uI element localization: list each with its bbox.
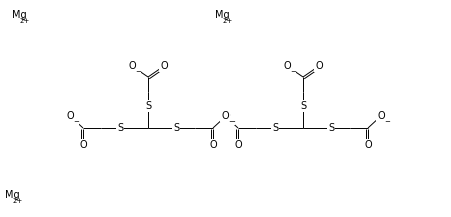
Text: Mg: Mg bbox=[12, 10, 27, 20]
Text: 2+: 2+ bbox=[12, 198, 23, 204]
Text: O: O bbox=[221, 111, 229, 121]
Text: O: O bbox=[79, 140, 87, 150]
Text: −: − bbox=[230, 119, 235, 125]
Text: −: − bbox=[385, 119, 391, 125]
Text: O: O bbox=[377, 111, 385, 121]
Text: −: − bbox=[290, 69, 296, 75]
Text: S: S bbox=[145, 101, 151, 111]
Text: O: O bbox=[128, 61, 136, 71]
Text: Mg: Mg bbox=[5, 190, 20, 200]
Text: S: S bbox=[272, 123, 278, 133]
Text: −: − bbox=[74, 119, 79, 125]
Text: 2+: 2+ bbox=[19, 18, 30, 24]
Text: S: S bbox=[117, 123, 123, 133]
Text: O: O bbox=[209, 140, 217, 150]
Text: O: O bbox=[315, 61, 323, 71]
Text: S: S bbox=[300, 101, 306, 111]
Text: S: S bbox=[328, 123, 334, 133]
Text: 2+: 2+ bbox=[222, 18, 233, 24]
Text: S: S bbox=[173, 123, 179, 133]
Text: O: O bbox=[222, 111, 230, 121]
Text: O: O bbox=[283, 61, 291, 71]
Text: O: O bbox=[66, 111, 74, 121]
Text: O: O bbox=[160, 61, 168, 71]
Text: −: − bbox=[229, 119, 235, 125]
Text: O: O bbox=[364, 140, 372, 150]
Text: −: − bbox=[136, 69, 142, 75]
Text: Mg: Mg bbox=[215, 10, 230, 20]
Text: O: O bbox=[234, 140, 242, 150]
